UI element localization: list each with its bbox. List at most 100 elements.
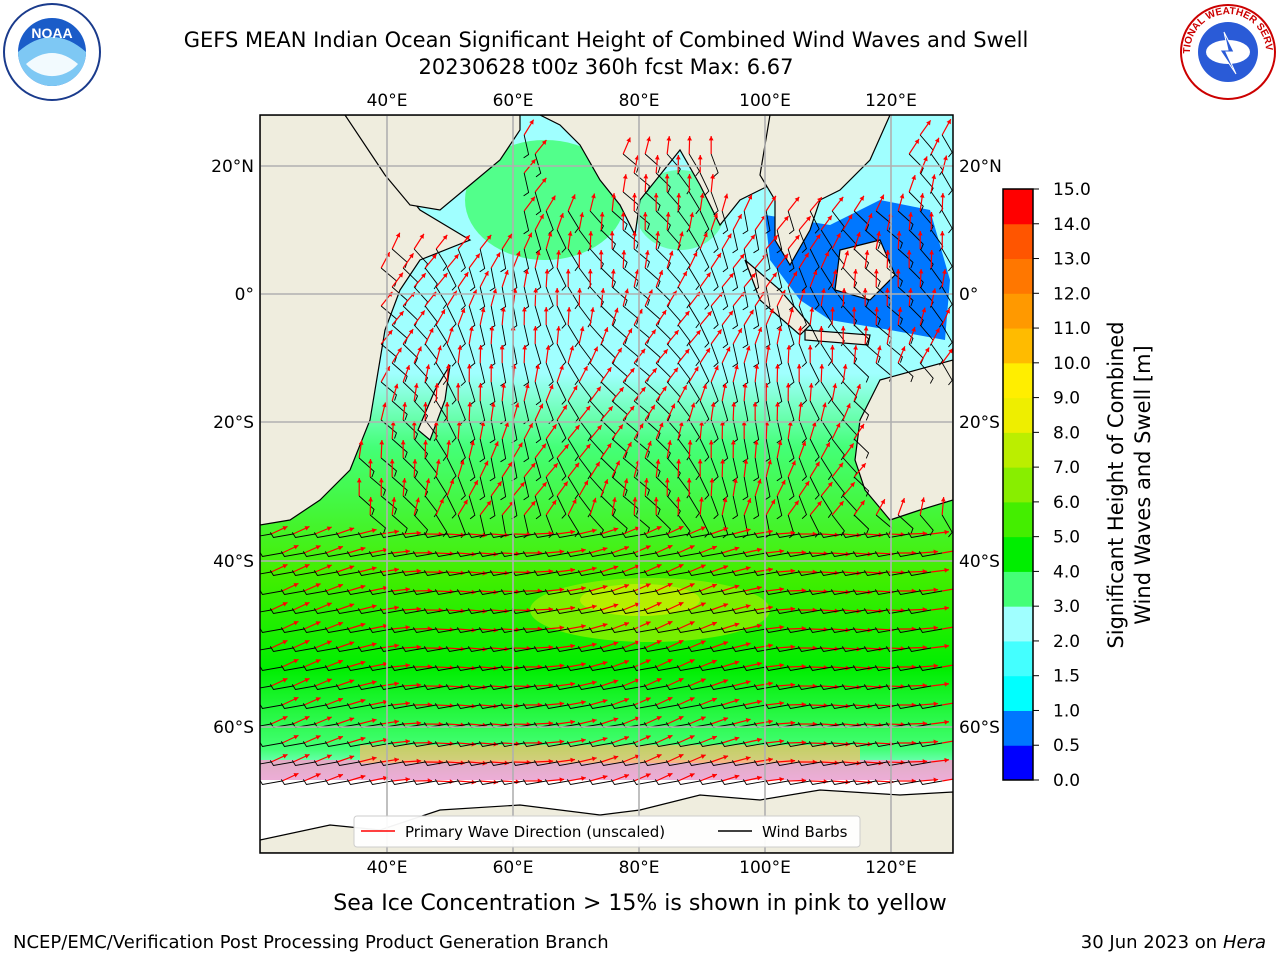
lon-label-bottom-100e: 100°E <box>739 858 791 878</box>
wave-arrow-head <box>541 139 547 145</box>
wave-arrow-head <box>835 422 841 428</box>
wind-barb <box>908 153 924 174</box>
wave-arrow-head <box>899 193 905 199</box>
wind-barb <box>335 646 360 652</box>
wave-arrow-head <box>723 527 729 532</box>
wave-arrow-head <box>585 444 591 449</box>
wave-arrow-head <box>490 402 496 407</box>
wind-barb <box>941 172 953 196</box>
wind-barb <box>391 476 408 497</box>
wave-arrow-head <box>293 773 299 778</box>
wind-barb <box>688 267 701 291</box>
wave-arrow-head <box>545 345 551 350</box>
wind-barb <box>346 589 371 595</box>
wind-barb <box>456 589 481 595</box>
wind-barb <box>434 551 459 557</box>
wave-arrow-head <box>533 288 539 293</box>
wave-arrow-head <box>836 232 841 238</box>
wind-barb <box>291 532 316 538</box>
wind-barb <box>721 210 729 235</box>
wind-barb <box>556 457 567 481</box>
wave-arrow-head <box>570 719 575 725</box>
wind-barb <box>710 267 719 292</box>
wave-arrow-head <box>326 564 332 569</box>
wave-arrow-head <box>603 479 609 485</box>
wave-arrow-head <box>549 384 554 390</box>
wind-barb <box>522 589 547 595</box>
wave-arrow-head <box>547 231 553 237</box>
wind-barb <box>809 324 820 348</box>
wind-barb <box>731 532 756 538</box>
wave-arrow-head <box>796 364 802 369</box>
wind-barb <box>731 646 756 652</box>
wind-barb <box>269 684 294 690</box>
wave-arrow-head <box>756 775 762 781</box>
wave-arrow-head <box>922 531 928 536</box>
wave-arrow-head <box>401 478 407 483</box>
wave-arrow-head <box>602 546 608 552</box>
lon-label-top-60e: 60°E <box>493 91 534 111</box>
wave-arrow-head <box>504 269 509 275</box>
wave-arrow-head <box>591 604 597 610</box>
wind-barb <box>897 362 914 383</box>
wave-arrow-head <box>846 403 851 409</box>
wave-arrow-head <box>790 682 796 688</box>
wind-barb <box>577 608 602 614</box>
wave-arrow-head <box>495 252 501 258</box>
wave-arrow-head <box>632 231 637 236</box>
wave-arrow-head <box>922 569 928 574</box>
wind-barb <box>798 343 808 368</box>
wave-arrow-head <box>411 421 417 426</box>
wind-barb <box>809 286 820 310</box>
wind-barb <box>280 551 305 557</box>
wave-arrow-head <box>771 195 776 201</box>
wave-arrow-head <box>711 697 717 703</box>
wind-barb <box>908 191 924 212</box>
wind-barb <box>863 532 888 538</box>
wave-arrow-head <box>337 773 343 779</box>
colorbar-segments <box>1003 189 1033 781</box>
wind-barb <box>555 646 580 652</box>
wave-arrow-head <box>734 546 740 552</box>
wave-arrow-head <box>772 272 777 278</box>
wave-arrow-head <box>315 621 321 626</box>
wind-barb <box>260 571 272 575</box>
wave-arrow-head <box>815 234 821 240</box>
arabia-land <box>344 115 521 211</box>
wave-arrow-head <box>690 402 696 408</box>
wind-barb <box>896 589 921 595</box>
wave-arrow-head <box>768 567 773 573</box>
wind-barb <box>654 627 679 633</box>
wind-barb <box>423 532 448 538</box>
wave-arrow-head <box>416 606 422 612</box>
wave-arrow-head <box>304 640 310 645</box>
wind-barb <box>412 627 437 633</box>
wind-barb <box>677 286 691 309</box>
wave-arrow-head <box>768 681 773 687</box>
wind-barb <box>753 229 760 254</box>
wind-barb <box>468 457 476 482</box>
wave-arrow-head <box>658 270 664 276</box>
wind-barb <box>698 551 723 557</box>
wave-arrow-head <box>918 269 924 274</box>
wind-barb <box>907 570 932 576</box>
wind-barb <box>676 741 701 747</box>
wave-arrow-head <box>590 307 595 312</box>
wave-arrow-head <box>873 269 879 274</box>
wave-arrow-head <box>539 214 544 220</box>
wind-barb <box>291 608 316 614</box>
wave-arrow-head <box>282 678 288 683</box>
wind-barb <box>434 665 459 671</box>
lat-label-left-20s: 20°S <box>213 413 254 433</box>
wave-arrow-head <box>745 642 751 647</box>
wind-barb <box>655 210 671 231</box>
wind-barb <box>852 703 877 709</box>
wind-barb <box>544 551 569 557</box>
wave-arrow-head <box>566 307 572 312</box>
colorbar-segment <box>1003 189 1033 225</box>
wind-barb <box>435 514 448 538</box>
wind-barb <box>324 703 349 709</box>
wind-barb <box>534 191 542 216</box>
wind-barb <box>720 589 745 595</box>
wave-arrow-head <box>728 310 734 316</box>
